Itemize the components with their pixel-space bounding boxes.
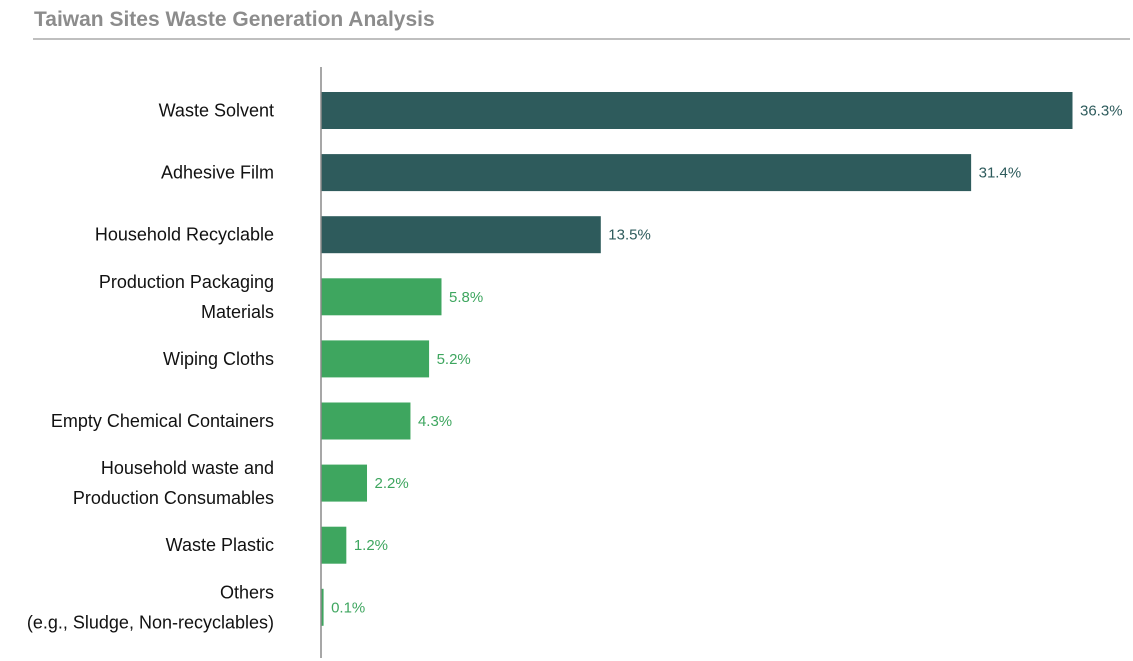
bar [321,278,442,316]
category-label: Others (e.g., Sludge, Non-recyclables) [27,582,274,632]
bar [321,464,368,502]
bar [321,588,324,626]
chart-header: Taiwan Sites Waste Generation Analysis [33,6,1130,40]
value-label: 4.3% [418,413,452,430]
value-label: 2.2% [375,475,409,492]
bar [321,402,411,440]
value-label: 5.2% [437,351,471,368]
bar [321,340,430,378]
category-label: Waste Solvent [159,101,274,121]
category-label: Household Recyclable [95,225,274,245]
bar [321,216,601,254]
bar [321,526,347,564]
category-label: Household waste and Production Consumable… [73,458,274,508]
value-label: 36.3% [1080,103,1123,120]
value-label: 1.2% [354,537,388,554]
bar [321,92,1073,129]
chart-title: Taiwan Sites Waste Generation Analysis [34,8,435,31]
category-label: Empty Chemical Containers [51,411,274,431]
bar [321,154,972,192]
title-underline [33,38,1130,40]
value-label: 0.1% [331,599,365,616]
value-label: 13.5% [608,227,651,244]
value-label: 5.8% [449,289,483,306]
category-label: Waste Plastic [166,535,274,555]
value-label: 31.4% [979,165,1022,182]
category-label: Adhesive Film [161,163,274,183]
category-label: Production Packaging Materials [99,272,274,322]
category-label: Wiping Cloths [163,349,274,369]
